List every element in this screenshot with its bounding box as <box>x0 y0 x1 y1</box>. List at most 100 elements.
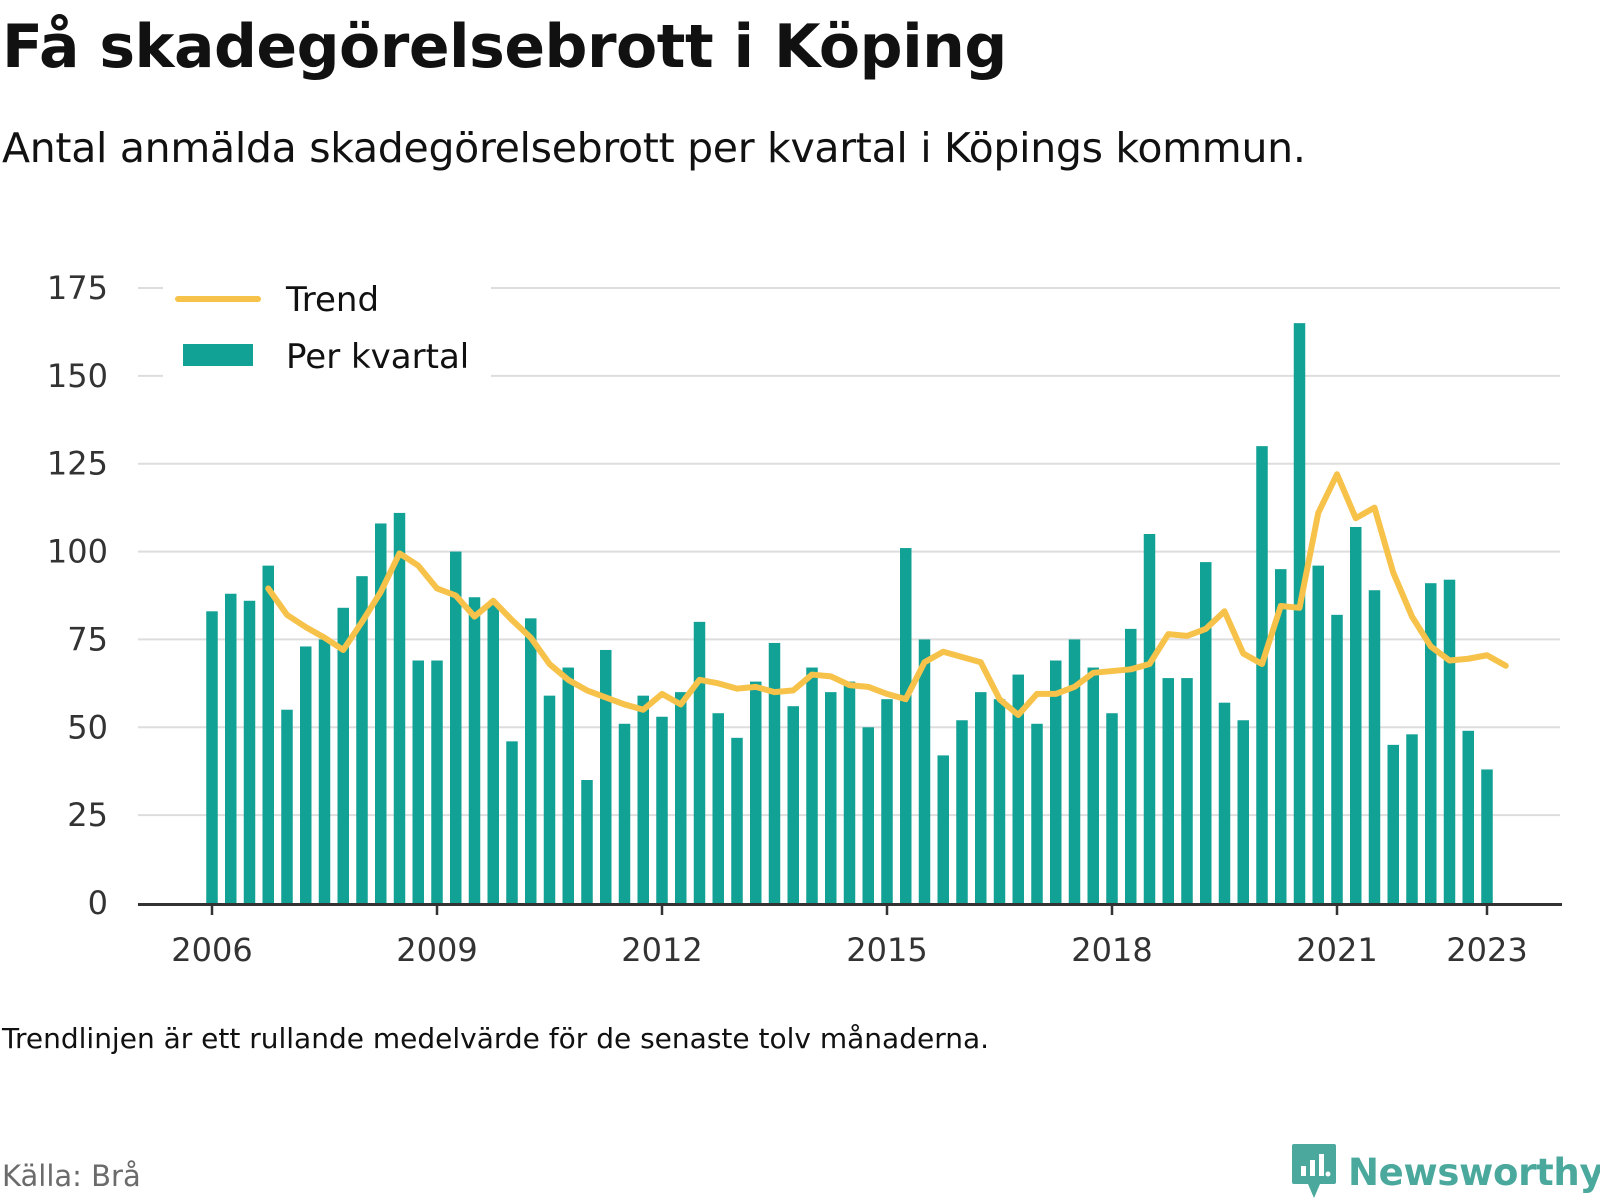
bar <box>1012 674 1024 903</box>
bar <box>1293 323 1306 904</box>
bar <box>1125 628 1137 903</box>
bar <box>768 642 781 903</box>
bar <box>618 723 631 903</box>
bar <box>918 639 931 903</box>
bar <box>862 727 874 903</box>
bar <box>393 512 406 903</box>
legend-bar-label: Per kvartal <box>286 337 469 377</box>
y-tick-label: 50 <box>67 708 108 746</box>
bar <box>787 706 799 903</box>
bar <box>731 737 743 903</box>
bar <box>1106 713 1118 903</box>
bar <box>525 618 537 903</box>
bar <box>1481 769 1493 903</box>
trend-line <box>265 471 1509 718</box>
bar <box>693 621 706 903</box>
bar <box>431 660 443 903</box>
y-tick-label: 125 <box>47 445 108 483</box>
y-tick-label: 25 <box>67 796 108 834</box>
bar <box>375 523 387 903</box>
legend-trend-label: Trend <box>285 280 379 320</box>
bar <box>1237 720 1249 903</box>
bar <box>1068 639 1081 903</box>
y-tick-label: 100 <box>47 533 108 571</box>
bar <box>543 695 556 903</box>
bar <box>412 660 424 903</box>
legend: Trend Per kvartal <box>163 274 491 408</box>
y-tick-label: 150 <box>47 357 108 395</box>
x-tick-label: 2006 <box>171 931 252 969</box>
bar <box>468 597 481 903</box>
bar <box>562 667 574 903</box>
x-tick-label: 2009 <box>396 931 477 969</box>
bar <box>1312 565 1324 903</box>
bar <box>1256 446 1268 903</box>
x-tick-label: 2021 <box>1296 931 1377 969</box>
bar <box>1331 614 1343 903</box>
x-tick-label: 2023 <box>1446 931 1527 969</box>
bar <box>581 780 593 903</box>
bar <box>318 639 331 903</box>
y-tick-label: 0 <box>88 884 108 922</box>
x-tick-label: 2015 <box>846 931 927 969</box>
bar <box>656 716 668 903</box>
newsworthy-logo-icon <box>1292 1144 1336 1198</box>
bar <box>281 709 293 903</box>
bar <box>975 692 987 903</box>
bars-per-kvartal <box>206 323 1493 904</box>
bar <box>1350 526 1362 903</box>
bar <box>637 695 649 903</box>
y-tick-label: 175 <box>47 269 108 307</box>
bar <box>206 611 218 903</box>
bar <box>506 741 518 903</box>
footnote: Trendlinjen är ett rullande medelvärde f… <box>2 1022 990 1055</box>
bar <box>337 607 349 903</box>
bar <box>825 692 837 903</box>
bar <box>675 692 687 903</box>
bar <box>1200 562 1212 903</box>
bar <box>600 649 612 903</box>
bar <box>993 699 1006 903</box>
bar <box>956 720 968 903</box>
bar <box>450 551 462 903</box>
bar <box>1143 534 1156 903</box>
bar <box>1406 734 1418 903</box>
bar <box>1462 730 1474 903</box>
brand-name: Newsworthy <box>1348 1150 1600 1194</box>
bar <box>1387 744 1399 903</box>
bar <box>1368 590 1381 903</box>
bar <box>937 755 949 903</box>
bar <box>262 565 274 903</box>
x-tick-label: 2018 <box>1071 931 1152 969</box>
bar <box>300 646 312 903</box>
bar <box>1425 583 1437 903</box>
bar <box>225 593 237 903</box>
bar <box>750 681 762 903</box>
legend-bar-swatch <box>183 344 253 366</box>
bar-line-chart: 0 25 50 75 100 125 150 175 2006 2009 2012 2015 2018… <box>47 269 1562 969</box>
source-credit: Källa: Brå <box>2 1159 141 1193</box>
bar <box>881 699 893 903</box>
bar <box>487 604 499 903</box>
y-axis-ticks: 0 25 50 75 100 125 150 175 <box>47 269 108 922</box>
bar <box>1443 579 1456 903</box>
x-axis-ticks: 2006 2009 2012 2015 2018 2021 2023 <box>171 903 1528 969</box>
y-tick-label: 75 <box>67 620 108 658</box>
bar <box>806 667 818 903</box>
bar <box>1031 723 1043 903</box>
bar <box>712 713 724 903</box>
bar <box>900 548 912 903</box>
bar <box>1181 678 1193 903</box>
bar <box>243 600 256 903</box>
bar <box>356 576 368 903</box>
bar <box>1218 702 1231 903</box>
bar <box>1087 667 1099 903</box>
chart-title: Få skadegörelsebrott i Köping <box>2 12 1007 82</box>
newsworthy-logo: Newsworthy <box>1290 1142 1600 1202</box>
bar <box>843 681 856 903</box>
bar <box>1162 678 1174 903</box>
x-tick-label: 2012 <box>621 931 702 969</box>
chart-subtitle: Antal anmälda skadegörelsebrott per kvar… <box>2 124 1306 172</box>
bar <box>1050 660 1062 903</box>
bar <box>1275 569 1287 903</box>
